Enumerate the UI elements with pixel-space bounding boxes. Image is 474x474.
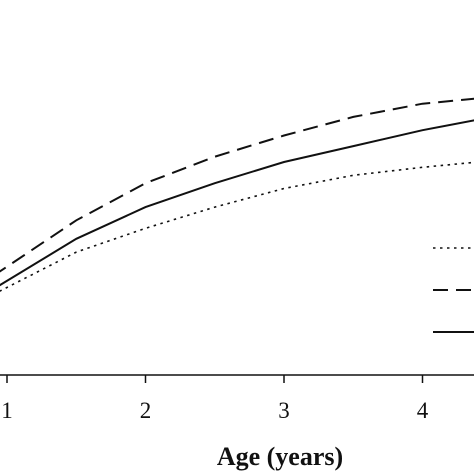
x-tick-label: 1 <box>1 398 13 423</box>
x-ticks: 1 2 3 4 <box>1 375 429 423</box>
legend <box>433 247 474 333</box>
x-tick-label: 3 <box>278 398 290 423</box>
x-tick-label: 4 <box>417 398 429 423</box>
series-layer <box>0 97 474 292</box>
x-axis-title: Age (years) <box>217 442 343 471</box>
series-line-dotted <box>0 161 474 292</box>
x-tick-label: 2 <box>140 398 152 423</box>
series-line-solid <box>0 119 474 287</box>
series-line-dashed <box>0 97 474 273</box>
